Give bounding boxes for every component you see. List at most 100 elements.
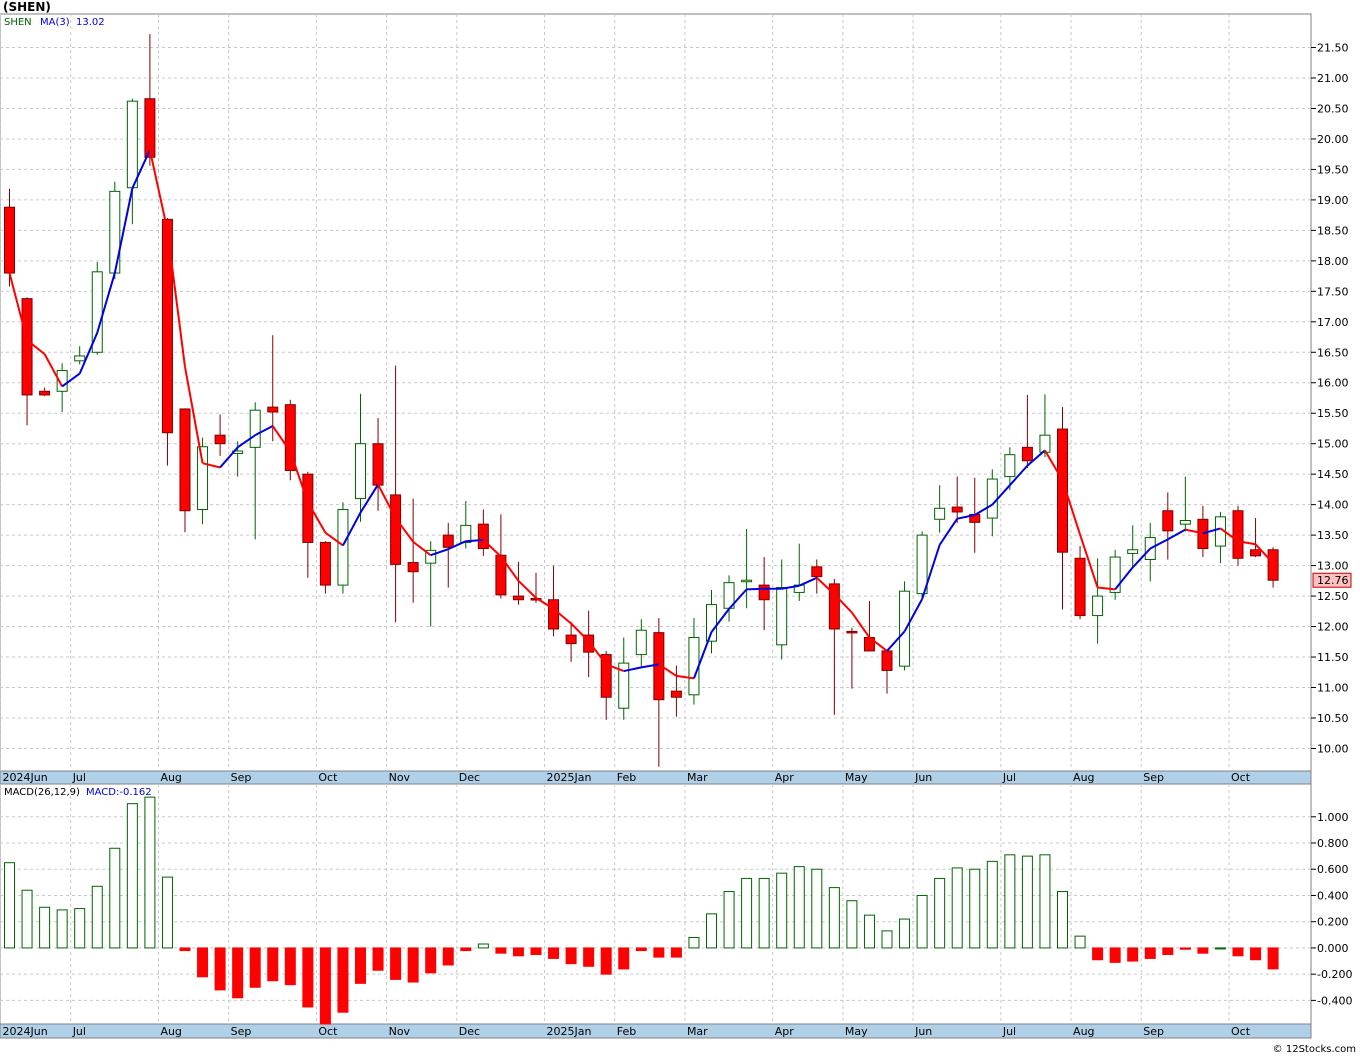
macd-bar [197, 947, 209, 978]
candle-body [197, 446, 209, 511]
price-month-label: Aug [160, 771, 181, 784]
macd-bar [758, 877, 770, 949]
candle-body [284, 404, 296, 472]
macd-bar [249, 947, 261, 988]
macd-bar [4, 862, 15, 949]
candle-body [1092, 595, 1104, 617]
macd-bar [776, 872, 788, 949]
price-tick-label: 20.50 [1317, 102, 1349, 115]
macd-bar [1267, 947, 1279, 970]
macd-month-label: 2024Jun [3, 1025, 48, 1038]
ma3-segment [202, 462, 221, 469]
price-month-label: Aug [1073, 771, 1094, 784]
ma3-segment [324, 531, 344, 547]
macd-bar [372, 947, 384, 971]
candle-body [477, 523, 489, 550]
ma3-segment [430, 548, 449, 557]
ma3-line [8, 149, 1274, 680]
macd-tick-label: 0.200 [1317, 916, 1349, 929]
ma3-segment [1202, 527, 1221, 535]
price-month-label: 2024Jun [3, 771, 48, 784]
macd-bar [1057, 891, 1068, 949]
ma3-segment [903, 598, 923, 632]
macd-bar [425, 947, 437, 974]
candle-body [934, 507, 946, 520]
ma3-segment [184, 366, 204, 464]
candle-body [355, 443, 366, 500]
candle-body [1021, 446, 1033, 462]
candle-body [986, 478, 998, 519]
macd-bar [161, 876, 173, 949]
ma3-segment [482, 539, 502, 558]
candle-body [881, 650, 893, 671]
macd-bar [565, 947, 577, 965]
ma3-segment [377, 484, 397, 519]
candle-body [126, 100, 138, 189]
ma3-segment [956, 514, 975, 520]
price-tick-label: 12.50 [1317, 590, 1349, 603]
ma3-segment [131, 149, 151, 189]
candle-body [249, 409, 261, 448]
price-tick-label: 11.50 [1317, 651, 1349, 664]
macd-bar [109, 847, 121, 949]
ma3-segment [570, 622, 590, 642]
price-month-label: May [845, 771, 868, 784]
ma3-segment [693, 631, 713, 679]
macd-month-label: Jul [72, 1025, 86, 1038]
ma3-segment [219, 446, 239, 469]
macd-legend-value: MACD:-0.162 [86, 787, 152, 798]
macd-month-label: Aug [1073, 1025, 1094, 1038]
macd-bar [934, 877, 946, 949]
macd-bar [723, 891, 735, 949]
macd-month-label: Apr [775, 1025, 795, 1038]
candle-body [565, 634, 577, 645]
macd-bar [811, 868, 823, 949]
ma3-segment [552, 608, 572, 625]
ma3-segment [587, 640, 607, 665]
price-tick-label: 16.00 [1317, 377, 1349, 390]
candle-body [828, 583, 840, 630]
macd-bar [1197, 947, 1209, 954]
candle-body [4, 206, 15, 274]
macd-bar [477, 943, 489, 949]
macd-bar [530, 947, 542, 955]
candle-body [1127, 549, 1139, 554]
ma3-segment [921, 544, 941, 600]
ma3-segment [61, 372, 81, 388]
macd-bar [828, 887, 840, 949]
macd-month-label: Sep [1143, 1025, 1164, 1038]
candle-body [758, 584, 770, 601]
candle-body [1179, 519, 1191, 525]
ma3-segment [833, 593, 853, 614]
candle-body [670, 690, 682, 698]
ma3-segment [1254, 543, 1274, 564]
price-tick-label: 13.00 [1317, 560, 1349, 573]
price-tick-label: 15.00 [1317, 438, 1349, 451]
price-month-label: Nov [389, 771, 411, 784]
macd-bar [1109, 947, 1121, 963]
macd-bar [460, 947, 472, 952]
price-month-label: Jul [1002, 771, 1016, 784]
ma3-segment [1185, 528, 1204, 535]
ma3-segment [1026, 449, 1046, 467]
price-tick-label: 17.00 [1317, 316, 1349, 329]
ma3-segment [1097, 586, 1116, 591]
price-tick-label: 16.50 [1317, 346, 1349, 359]
candle-body [460, 524, 472, 543]
macd-month-band [0, 1023, 1312, 1039]
price-gridlines [0, 14, 1311, 771]
candle-body [425, 549, 437, 564]
candle-body [144, 98, 156, 158]
price-month-label: Sep [1143, 771, 1164, 784]
price-tick-label: 15.50 [1317, 407, 1349, 420]
macd-bar [512, 947, 524, 957]
macd-bar [653, 947, 665, 958]
candle-body [161, 218, 173, 434]
macd-bar [618, 947, 630, 970]
macd-bar [144, 796, 156, 949]
price-y-axis: 10.00 10.50 11.00 11.50 12.00 12.50 13.00 13.50… [1311, 42, 1349, 755]
macd-bar [355, 947, 366, 984]
last-price-label: 12.76 [1317, 574, 1349, 587]
macd-bar [846, 900, 858, 949]
candle-body [267, 406, 279, 413]
